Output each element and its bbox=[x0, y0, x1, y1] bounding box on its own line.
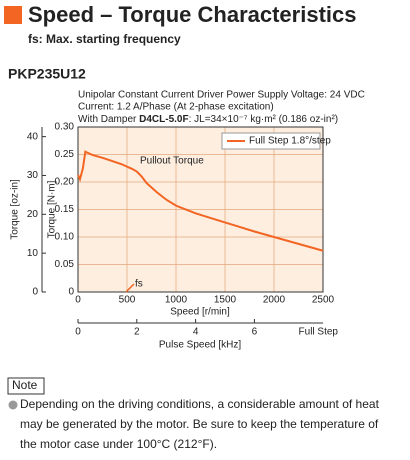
y-tick-label: 0.15 bbox=[55, 204, 75, 215]
x-tick-label: 2000 bbox=[263, 295, 286, 306]
damper-name: D4CL-5.0F bbox=[139, 114, 188, 125]
annotation: Pullout Torque bbox=[140, 156, 204, 167]
damper-prefix: With Damper bbox=[78, 114, 137, 125]
note-text: the motor case under 100°C (212°F). bbox=[20, 437, 217, 451]
y2-tick-label: 30 bbox=[27, 170, 39, 181]
x-tick-label: 1500 bbox=[214, 295, 237, 306]
plot-frame bbox=[77, 126, 324, 293]
x2-tick-label: 2 bbox=[134, 327, 140, 338]
y-tick-label: 0 bbox=[68, 287, 74, 298]
x2-axis-label: Pulse Speed [kHz] bbox=[159, 340, 241, 351]
y2-tick-label: 0 bbox=[32, 287, 38, 298]
y-tick-label: 0.10 bbox=[55, 232, 75, 243]
model: PKP235U12 bbox=[8, 66, 86, 82]
title: Speed – Torque Characteristics bbox=[28, 2, 357, 27]
condition: With Damper D4CL-5.0F: JL=34×10⁻⁷ kg·m² … bbox=[78, 114, 338, 125]
y2-tick-label: 10 bbox=[27, 248, 39, 259]
x-axis-label: Speed [r/min] bbox=[170, 307, 230, 318]
x-tick-label: 500 bbox=[119, 295, 136, 306]
y-tick-label: 0.30 bbox=[55, 122, 75, 133]
y-tick-label: 0.05 bbox=[55, 259, 75, 270]
x-tick-label: 1000 bbox=[165, 295, 188, 306]
y2-tick-label: 20 bbox=[27, 209, 39, 220]
note-text: may be generated by the motor. Be sure t… bbox=[20, 417, 379, 431]
fs-mark bbox=[125, 283, 135, 293]
series-line bbox=[77, 150, 324, 252]
note-box bbox=[7, 377, 45, 395]
condition: Current: 1.2 A/Phase (At 2-phase excitat… bbox=[78, 102, 274, 113]
x2-tick-label: 6 bbox=[252, 327, 258, 338]
chart: 0 500 1000 1500 2000 250000.050.100.150.200.2… bbox=[10, 122, 339, 351]
y-axis-label: Torque [N·m] bbox=[47, 180, 58, 238]
x-tick-label: 0 bbox=[75, 295, 81, 306]
x2-tick-label: 0 bbox=[75, 327, 81, 338]
condition: Unipolar Constant Current Driver Power S… bbox=[78, 90, 365, 101]
annotation: fs bbox=[135, 279, 143, 290]
title-icon bbox=[4, 6, 22, 24]
bullet bbox=[8, 400, 18, 410]
x2-unit: Full Step bbox=[299, 327, 339, 338]
y2-tick-label: 40 bbox=[27, 131, 39, 142]
y-tick-label: 0.25 bbox=[55, 149, 75, 160]
legend-label: Full Step 1.8°/step bbox=[249, 136, 331, 147]
note-label: Note bbox=[12, 378, 38, 392]
legend-box bbox=[221, 132, 321, 150]
y2-axis-label: Torque [oz-in] bbox=[10, 179, 21, 240]
x2-tick-label: 4 bbox=[193, 327, 199, 338]
x-tick-label: 2500 bbox=[312, 295, 335, 306]
y-tick-label: 0.20 bbox=[55, 177, 75, 188]
damper-inertia: : JL=34×10⁻⁷ kg·m² (0.186 oz-in²) bbox=[189, 114, 339, 125]
subtitle: fs: Max. starting frequency bbox=[28, 32, 181, 46]
note-text: Depending on the driving conditions, a c… bbox=[20, 397, 380, 411]
